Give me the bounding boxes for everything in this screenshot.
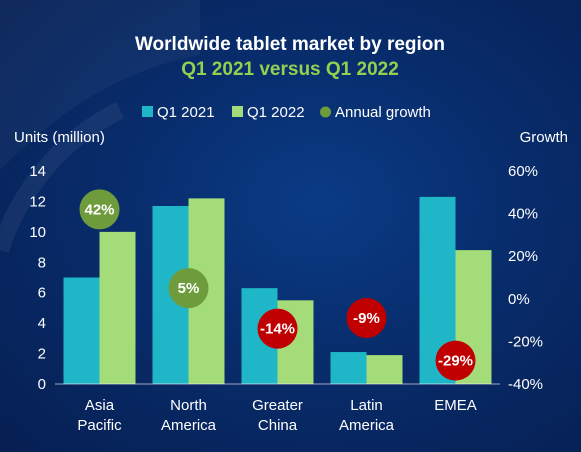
y-tick-label: 14 bbox=[29, 163, 46, 180]
y2-tick-label: 0% bbox=[508, 291, 530, 308]
growth-bubble bbox=[168, 268, 209, 309]
legend: Q1 2021 Q1 2022 Annual growth bbox=[142, 104, 431, 121]
growth-label: -14% bbox=[260, 321, 295, 338]
legend-swatch bbox=[320, 106, 331, 118]
y-tick-label: 4 bbox=[38, 315, 46, 332]
y2-axis-title: Growth bbox=[520, 129, 568, 146]
legend-label: Q1 2022 bbox=[247, 104, 305, 121]
y2-axis-ticks: -40% -20% 0% 20% 40% 60% bbox=[508, 163, 543, 393]
background-swoosh bbox=[0, 0, 200, 170]
growth-bubbles: 42% 5% -14% -9% -29% bbox=[79, 189, 476, 381]
y2-tick-label: 40% bbox=[508, 206, 538, 223]
category-label-line: Greater bbox=[252, 397, 303, 414]
y2-tick-label: 60% bbox=[508, 163, 538, 180]
category-label: Latin America bbox=[339, 397, 395, 434]
background-swoosh-2 bbox=[0, 101, 125, 253]
y-tick-label: 2 bbox=[38, 346, 46, 363]
growth-bubble bbox=[435, 340, 476, 381]
category-label: North America bbox=[161, 397, 217, 434]
growth-label: 5% bbox=[178, 280, 200, 297]
category-label-line: Asia bbox=[85, 397, 115, 414]
y2-tick-label: -20% bbox=[508, 333, 543, 350]
legend-swatch bbox=[142, 106, 153, 117]
bar-q1-2021 bbox=[330, 352, 367, 384]
y-tick-label: 6 bbox=[38, 285, 46, 302]
category-label: EMEA bbox=[434, 397, 477, 414]
growth-label: -29% bbox=[438, 353, 473, 370]
category-label-line: America bbox=[161, 417, 217, 434]
category-label-line: Pacific bbox=[77, 417, 122, 434]
bars bbox=[63, 196, 492, 384]
legend-swatch bbox=[232, 106, 243, 117]
chart-title: Worldwide tablet market by region bbox=[135, 34, 445, 55]
y2-tick-label: 20% bbox=[508, 248, 538, 265]
growth-bubble bbox=[79, 189, 120, 230]
category-label-line: North bbox=[170, 397, 207, 414]
bar-q1-2022 bbox=[366, 355, 403, 384]
category-label: Greater China bbox=[252, 397, 303, 434]
y-tick-label: 0 bbox=[38, 376, 46, 393]
y-axis-ticks: 0 2 4 6 8 10 12 14 bbox=[29, 163, 46, 393]
bar-q1-2021 bbox=[63, 277, 100, 384]
growth-bubble bbox=[346, 297, 387, 338]
category-label-line: EMEA bbox=[434, 397, 477, 414]
growth-label: 42% bbox=[84, 201, 114, 218]
category-labels: Asia Pacific North America Greater China Latin… bbox=[77, 397, 476, 434]
category-label: Asia Pacific bbox=[77, 397, 122, 434]
y-tick-label: 12 bbox=[29, 193, 46, 210]
growth-label: -9% bbox=[353, 310, 380, 327]
chart-subtitle: Q1 2021 versus Q1 2022 bbox=[181, 59, 399, 80]
category-label-line: Latin bbox=[350, 397, 383, 414]
category-label-line: China bbox=[258, 417, 298, 434]
growth-bubble bbox=[257, 308, 298, 349]
y-axis-title: Units (million) bbox=[14, 129, 105, 146]
y-tick-label: 10 bbox=[29, 224, 46, 241]
y2-tick-label: -40% bbox=[508, 376, 543, 393]
legend-label: Annual growth bbox=[335, 104, 431, 121]
category-label-line: America bbox=[339, 417, 395, 434]
y-tick-label: 8 bbox=[38, 254, 46, 271]
bar-q1-2022 bbox=[99, 231, 136, 384]
legend-label: Q1 2021 bbox=[157, 104, 215, 121]
